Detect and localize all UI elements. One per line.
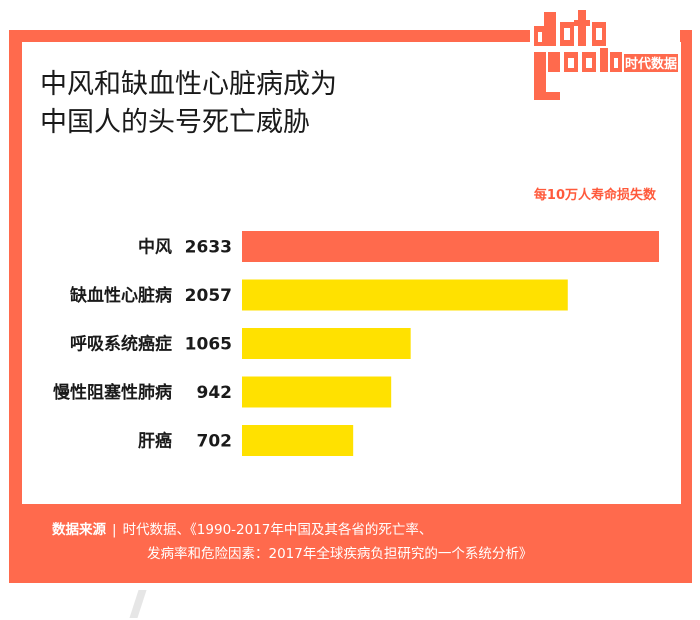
value-label-3: 942 xyxy=(197,383,233,403)
value-label-0: 2633 xyxy=(185,238,232,258)
value-label-2: 1065 xyxy=(185,335,232,355)
category-label-3: 慢性阻塞性肺病 xyxy=(53,382,172,403)
bar-0 xyxy=(242,231,659,262)
category-label-0: 中风 xyxy=(138,237,172,258)
source-text-line-1: 时代数据、《1990-2017年中国及其各省的死亡率、 xyxy=(122,522,433,538)
chart-title: 中风和缺血性心脏病成为 中国人的头号死亡威胁 xyxy=(40,66,460,142)
source-separator: | xyxy=(112,522,117,538)
metric-label: 每10万人寿命损失数 xyxy=(533,188,656,203)
title-line-1: 中风和缺血性心脏病成为 xyxy=(40,69,337,100)
value-label-1: 2057 xyxy=(185,286,232,306)
bar-1 xyxy=(242,279,568,311)
value-label-4: 702 xyxy=(197,432,233,452)
bars-layer: 中风 2633 缺血性心脏病 2057 呼吸系统癌症 1065 慢性阻塞性肺病 942 肝癌 70… xyxy=(53,231,659,456)
bar-4 xyxy=(242,425,354,456)
source-footer: 数据来源 | 时代数据、《1990-2017年中国及其各省的死亡率、 发病率和危险因… xyxy=(52,518,652,566)
datagood-logo-icon: 时代数据 xyxy=(534,10,678,100)
brand-logo: 时代数据 xyxy=(530,8,680,118)
source-label: 数据来源 xyxy=(52,522,106,538)
category-label-1: 缺血性心脏病 xyxy=(70,285,172,306)
category-label-2: 呼吸系统癌症 xyxy=(70,334,172,355)
title-line-2: 中国人的头号死亡威胁 xyxy=(40,107,310,138)
bar-3 xyxy=(242,376,392,408)
category-label-4: 肝癌 xyxy=(138,431,172,452)
logo-cn-text: 时代数据 xyxy=(625,56,677,72)
bar-2 xyxy=(242,328,411,359)
source-text-line-2: 发病率和危险因素：2017年全球疾病负担研究的一个系统分析》 xyxy=(147,546,533,562)
